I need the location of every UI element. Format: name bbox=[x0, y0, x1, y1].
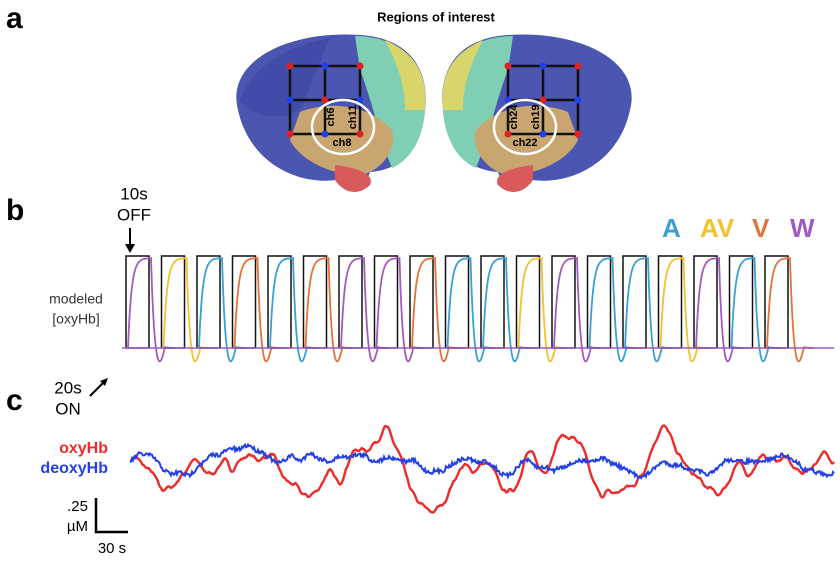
legend-entry: W bbox=[790, 213, 815, 243]
panel-label: b bbox=[6, 194, 24, 227]
modeled-trace bbox=[162, 258, 211, 361]
modeled-trace bbox=[126, 258, 175, 361]
measured-trace bbox=[130, 426, 834, 513]
body: a b c Regions of interest ch6 ch11 ch8 c… bbox=[0, 0, 840, 561]
off-label: OFF bbox=[117, 205, 151, 224]
legend-entry: V bbox=[752, 213, 770, 243]
modeled-trace bbox=[623, 258, 672, 361]
channel-label: ch19 bbox=[530, 104, 542, 129]
modeled-trace bbox=[233, 258, 282, 361]
scale-y: .25 bbox=[67, 498, 88, 515]
modeled-trace bbox=[730, 258, 779, 361]
on-label: 20s bbox=[54, 378, 81, 397]
modeled-trace bbox=[552, 258, 601, 361]
title: Regions of interest bbox=[377, 9, 495, 24]
page: {"panels":{"a":"a","b":"b","c":"c"}, "pa… bbox=[0, 0, 840, 561]
channel-label: ch24 bbox=[508, 104, 520, 130]
channel-label: ch6 bbox=[325, 108, 337, 127]
modeled-traces bbox=[122, 256, 834, 361]
modeled-trace bbox=[304, 258, 353, 361]
modeled-trace bbox=[481, 258, 530, 361]
modeled-trace bbox=[410, 258, 459, 361]
y-label: modeled bbox=[49, 291, 103, 307]
figure: a b c Regions of interest ch6 ch11 ch8 c… bbox=[0, 0, 840, 561]
modeled-trace bbox=[588, 258, 637, 361]
series-label: deoxyHb bbox=[40, 460, 108, 477]
panel-label: a bbox=[6, 2, 23, 35]
measured-traces: oxyHb deoxyHb bbox=[40, 426, 834, 513]
legend-entry: A bbox=[662, 213, 681, 243]
channel-label: ch8 bbox=[333, 137, 352, 149]
series-label: oxyHb bbox=[59, 440, 108, 457]
scale-x: 30 s bbox=[98, 540, 126, 557]
off-label: 10s bbox=[120, 184, 147, 203]
modeled-trace bbox=[694, 258, 743, 361]
modeled-trace bbox=[375, 258, 424, 361]
measured-trace bbox=[130, 445, 834, 479]
channel-label: ch11 bbox=[347, 105, 359, 129]
panel-label: c bbox=[6, 384, 23, 417]
modeled-trace bbox=[765, 258, 814, 361]
scale-bar bbox=[96, 498, 128, 532]
scale-unit: µM bbox=[67, 518, 88, 535]
y-label: [oxyHb] bbox=[52, 311, 99, 327]
modeled-trace bbox=[339, 258, 388, 361]
modeled-trace bbox=[446, 258, 495, 361]
arrow-head bbox=[125, 244, 135, 253]
modeled-trace bbox=[659, 258, 708, 361]
modeled-trace bbox=[197, 258, 246, 361]
modeled-trace bbox=[517, 258, 566, 361]
legend-entry: AV bbox=[700, 213, 735, 243]
on-label: ON bbox=[55, 399, 81, 418]
channel-label: ch22 bbox=[512, 137, 537, 149]
arrow bbox=[90, 382, 104, 396]
modeled-trace bbox=[268, 258, 317, 361]
